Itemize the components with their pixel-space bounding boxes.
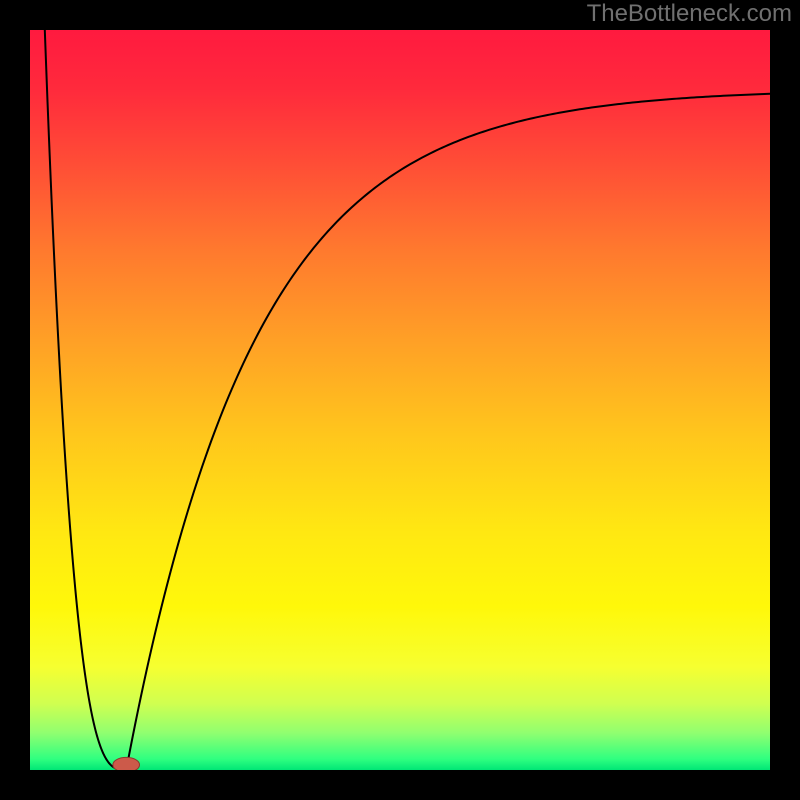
watermark-text: TheBottleneck.com: [587, 0, 792, 28]
minimum-marker: [113, 757, 140, 770]
plot-area: [30, 30, 770, 770]
gradient-background: [30, 30, 770, 770]
chart-root: TheBottleneck.com: [0, 0, 800, 800]
plot-svg: [30, 30, 770, 770]
